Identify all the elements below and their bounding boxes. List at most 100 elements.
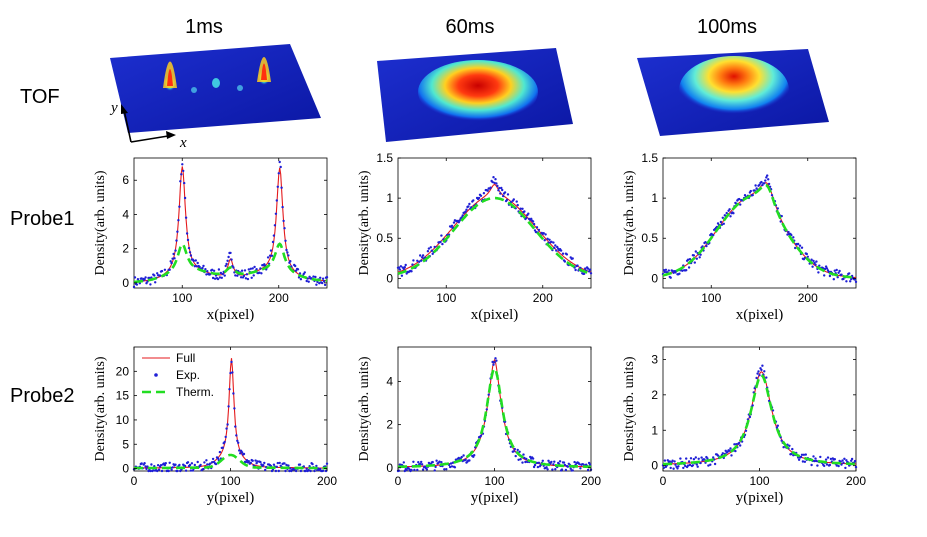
data-point: [204, 268, 207, 271]
data-point: [525, 457, 528, 461]
data-point: [782, 446, 785, 449]
data-point: [199, 463, 202, 467]
data-point: [418, 260, 421, 263]
data-point: [548, 238, 551, 241]
data-point: [184, 469, 188, 472]
data-point: [186, 461, 190, 464]
data-point: [403, 469, 406, 473]
data-point: [787, 230, 790, 234]
data-point: [224, 435, 227, 439]
data-point: [814, 457, 817, 460]
data-point: [735, 443, 738, 446]
plot-frame: [133, 157, 328, 289]
data-point: [519, 458, 522, 461]
data-point: [729, 447, 732, 450]
data-point: [216, 277, 220, 281]
x-tick-label: 100: [172, 291, 192, 305]
data-point: [842, 461, 845, 464]
data-point: [843, 457, 846, 460]
data-point: [170, 261, 173, 265]
data-point: [272, 234, 276, 237]
data-point: [799, 455, 803, 459]
data-point: [211, 461, 214, 464]
data-point: [765, 176, 768, 179]
data-point: [226, 423, 229, 426]
data-point: [482, 192, 486, 195]
x-tick-label: 100: [701, 291, 721, 305]
data-point: [550, 240, 553, 243]
data-point: [274, 212, 278, 215]
data-point: [153, 274, 156, 277]
data-point: [794, 246, 797, 250]
data-point: [826, 456, 830, 459]
data-point: [234, 274, 237, 277]
data-point: [546, 237, 549, 240]
data-point: [765, 376, 768, 379]
data-point: [763, 370, 766, 373]
data-point: [412, 259, 415, 262]
data-point: [433, 469, 436, 472]
data-point: [311, 462, 314, 466]
data-point: [411, 263, 414, 266]
data-point: [512, 198, 515, 201]
data-point: [485, 408, 488, 411]
therm-series-line: [663, 373, 856, 466]
full-series-line: [134, 358, 327, 469]
tof-surface-100ms: [637, 49, 829, 136]
data-point: [758, 374, 761, 377]
data-point: [309, 469, 312, 473]
data-point: [835, 268, 838, 272]
data-point: [247, 460, 250, 463]
data-point: [149, 283, 152, 286]
data-point: [316, 280, 319, 284]
data-point: [709, 463, 712, 466]
data-point: [825, 267, 829, 270]
data-point: [283, 462, 286, 465]
y-tick-label: 6: [122, 173, 129, 187]
data-point: [413, 468, 416, 472]
data-point: [749, 189, 752, 193]
data-point: [841, 459, 844, 462]
data-point: [211, 276, 215, 280]
data-point: [160, 269, 164, 273]
data-point: [729, 215, 732, 218]
data-point: [833, 269, 836, 272]
data-point: [775, 426, 779, 429]
y-tick-label: 3: [651, 352, 658, 366]
data-point: [140, 277, 143, 280]
plot-frame: [662, 157, 857, 289]
data-point: [801, 460, 805, 463]
data-point: [183, 196, 187, 200]
data-point: [499, 192, 502, 195]
data-point: [790, 452, 793, 456]
data-point: [281, 205, 284, 209]
data-point: [534, 230, 538, 234]
data-point: [443, 468, 446, 471]
data-point: [140, 462, 143, 465]
legend-marker-exp: [154, 373, 158, 377]
x-tick-label: 200: [798, 291, 818, 305]
x-tick-label: 100: [749, 474, 769, 488]
x-tick-label: 200: [317, 474, 337, 488]
data-point: [271, 240, 275, 244]
data-point: [671, 269, 674, 273]
data-point: [734, 449, 737, 453]
data-point: [211, 268, 214, 271]
data-point: [289, 467, 292, 470]
data-point: [767, 178, 770, 181]
data-point: [255, 268, 258, 271]
data-point: [694, 250, 697, 253]
data-point: [803, 460, 807, 463]
data-point: [796, 242, 800, 246]
x-tick-label: 200: [269, 291, 289, 305]
data-point: [203, 461, 206, 464]
data-point: [663, 270, 667, 274]
data-point: [468, 202, 471, 206]
data-point: [583, 272, 586, 275]
chart-panel-probe1-100ms: 100 200 0 0.5 1 1.5 x(pixel) Density(arb. units…: [622, 151, 858, 323]
chart-panel-probe2-1ms: 0 100 200 0 5 10 15 20 y(pixel) Density(arb. unit…: [93, 346, 337, 506]
data-point: [582, 463, 585, 466]
data-point: [553, 246, 556, 250]
data-point: [232, 266, 235, 269]
